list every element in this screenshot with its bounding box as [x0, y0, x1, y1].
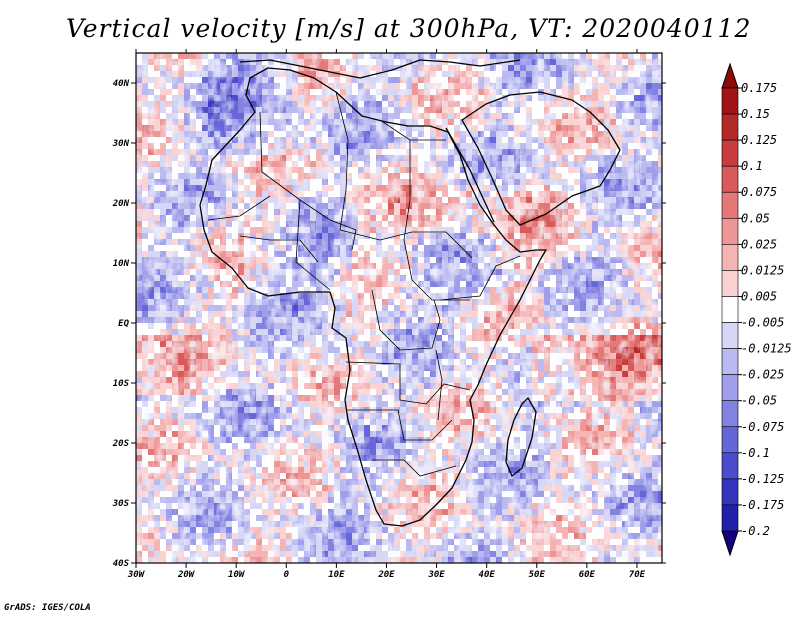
velocity-field [136, 53, 662, 563]
chart-title: Vertical velocity [m/s] at 300hPa, VT: 2… [66, 14, 752, 43]
